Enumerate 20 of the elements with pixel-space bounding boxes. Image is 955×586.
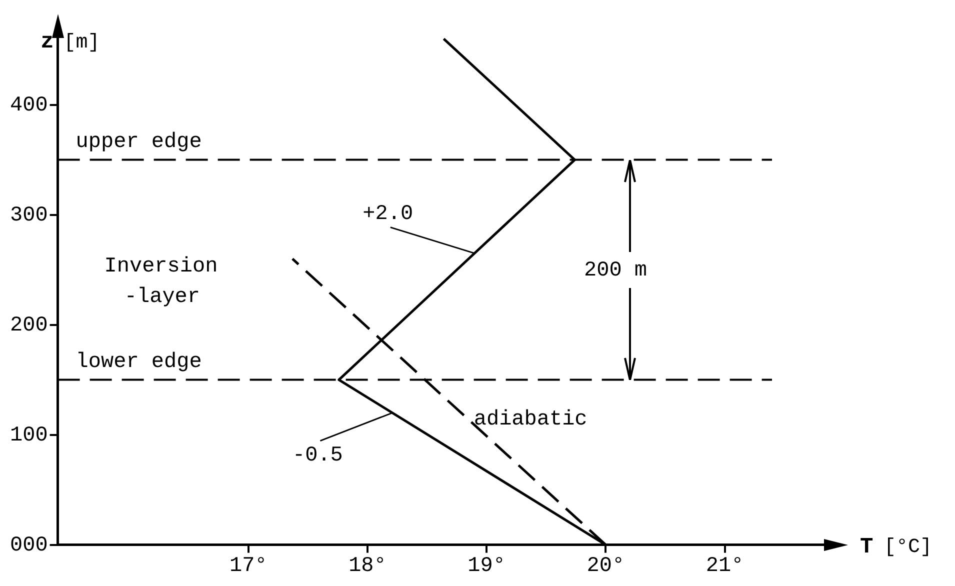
x-axis-title: T [°C] <box>860 534 932 560</box>
y-tick-label: 200 <box>10 314 48 338</box>
annotation: Inversion <box>104 255 218 278</box>
y-tick-label: 000 <box>10 534 48 558</box>
annotation: -0.5 <box>292 444 343 468</box>
x-tick-label: 21° <box>706 554 744 578</box>
ref-line-label: lower edge <box>76 350 202 374</box>
y-tick-label: 100 <box>10 424 48 448</box>
x-tick-label: 17° <box>229 554 268 578</box>
y-tick-label: 400 <box>10 94 48 118</box>
annotation: 200 m <box>584 259 648 282</box>
x-tick-label: 20° <box>586 554 625 578</box>
y-tick-label: 300 <box>10 204 48 228</box>
annotation: +2.0 <box>362 202 414 226</box>
annotation: -layer <box>124 286 200 310</box>
y-axis-title: z [m] <box>40 30 100 55</box>
x-tick-label: 18° <box>348 554 386 578</box>
series-label: adiabatic <box>474 408 588 432</box>
x-tick-label: 19° <box>468 554 506 578</box>
ref-line-label: upper edge <box>76 130 202 154</box>
